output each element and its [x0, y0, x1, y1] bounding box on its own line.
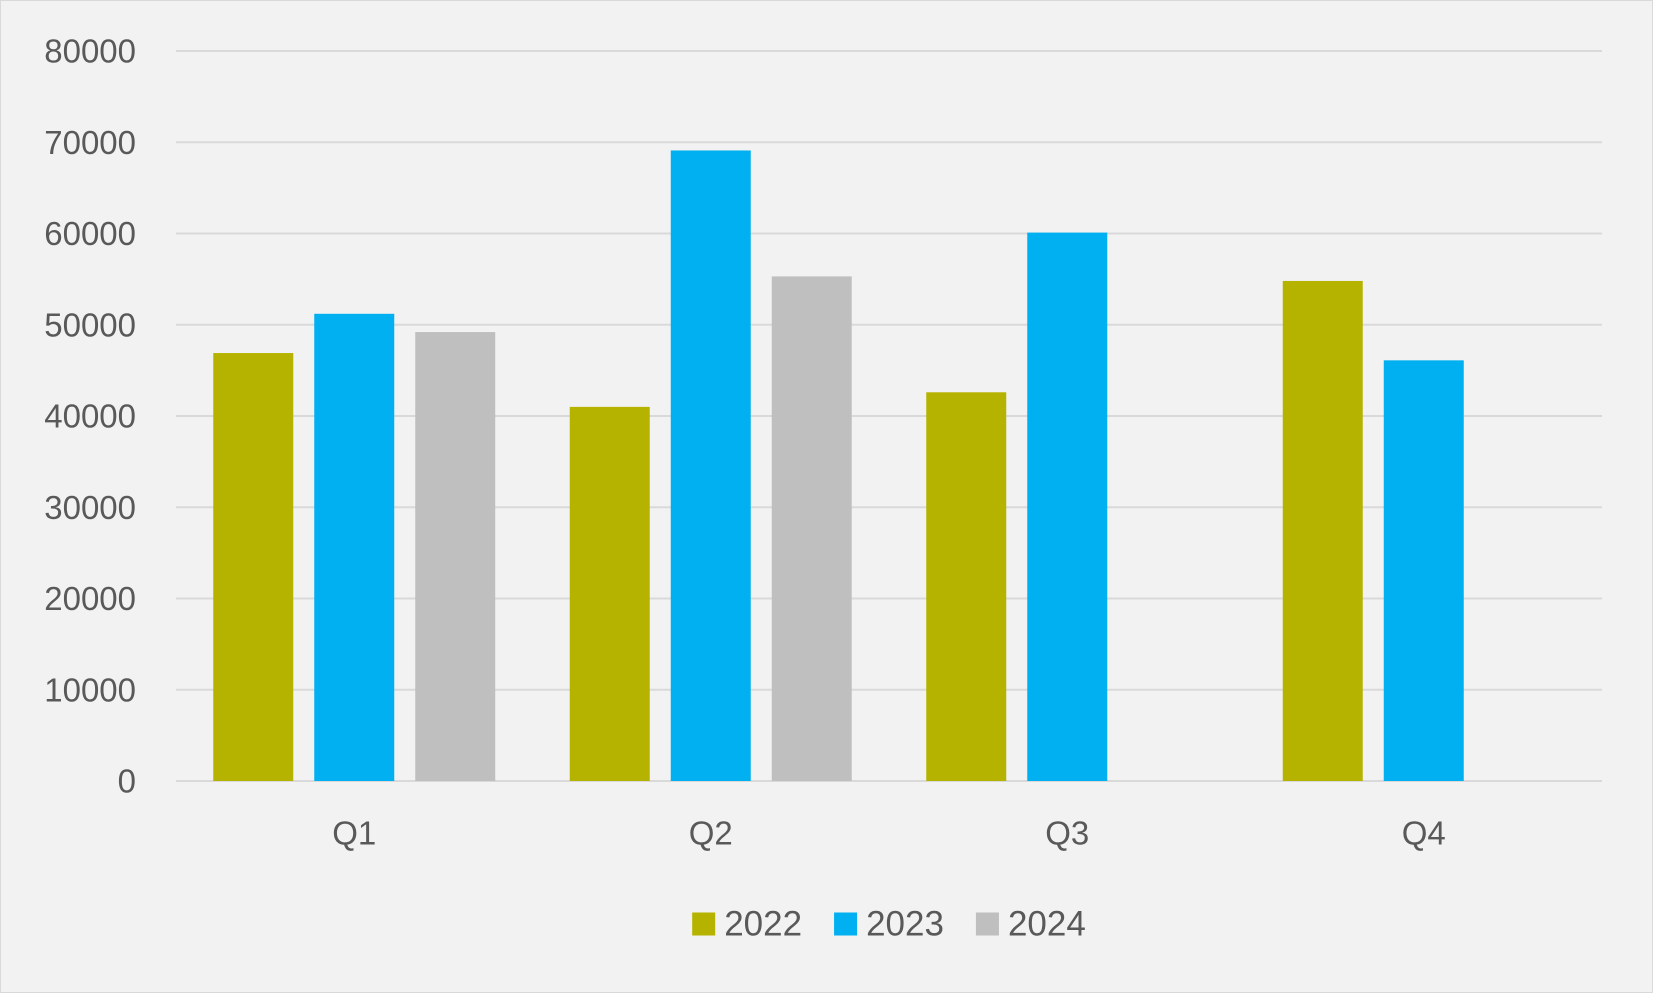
y-tick-label: 10000: [44, 671, 136, 708]
y-axis-ticks: 0 10000 20000 30000 40000 50000 60000 70000 8000…: [44, 33, 136, 800]
bar-2023-q2: [670, 150, 751, 781]
legend: 2022 2023 2024: [692, 905, 1086, 944]
x-axis-ticks: Q1 Q2 Q3 Q4: [332, 815, 1446, 852]
legend-label-2022: 2022: [724, 905, 802, 944]
bars: [213, 150, 1464, 781]
bar-2022-q3: [926, 392, 1007, 781]
bar-2024-q1: [415, 332, 496, 781]
legend-label-2023: 2023: [866, 905, 944, 944]
x-tick-label: Q3: [1045, 815, 1089, 852]
x-tick-label: Q1: [332, 815, 376, 852]
bar-2023-q4: [1383, 360, 1464, 781]
x-tick-label: Q4: [1402, 815, 1446, 852]
y-tick-label: 40000: [44, 398, 136, 435]
legend-swatch-2022: [692, 912, 716, 936]
y-tick-label: 20000: [44, 580, 136, 617]
x-tick-label: Q2: [689, 815, 733, 852]
bar-2022-q2: [569, 406, 650, 781]
y-tick-label: 0: [118, 763, 136, 800]
legend-label-2024: 2024: [1008, 905, 1086, 944]
bar-2024-q2: [771, 276, 852, 781]
y-tick-label: 70000: [44, 124, 136, 161]
y-tick-label: 50000: [44, 306, 136, 343]
bar-2023-q1: [314, 313, 395, 781]
bar-2023-q3: [1027, 232, 1108, 781]
y-tick-label: 30000: [44, 489, 136, 526]
gridlines: [176, 50, 1602, 782]
y-tick-label: 80000: [44, 33, 136, 70]
legend-swatch-2024: [975, 912, 999, 936]
bar-2022-q4: [1282, 280, 1363, 781]
legend-swatch-2023: [834, 912, 858, 936]
y-tick-label: 60000: [44, 215, 136, 252]
bar-2022-q1: [213, 353, 294, 781]
